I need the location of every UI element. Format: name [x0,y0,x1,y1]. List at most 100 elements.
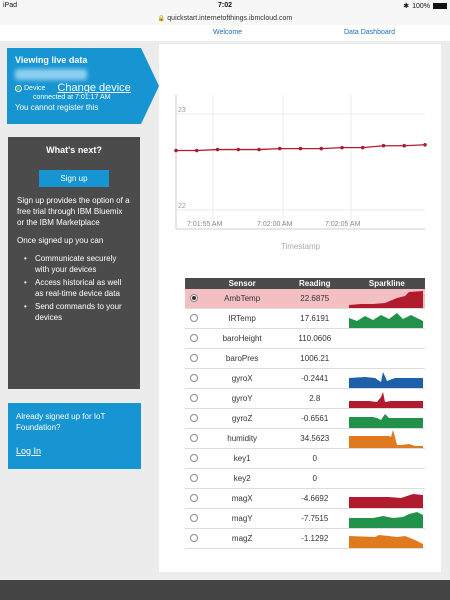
clock: 7:02 [217,2,232,9]
table-row[interactable]: magY -7.7515 [185,508,425,529]
sensor-reading: -1.1292 [280,528,349,549]
y-tick-label: 22 [178,203,186,210]
row-select-cell [185,368,204,389]
live-panel-arrow [141,48,159,124]
nav-welcome-link[interactable]: Welcome [213,29,243,36]
sensor-name: magZ [203,528,281,549]
no-register-text: You cannot register this [15,103,99,112]
sensor-reading: 17.6191 [280,308,349,329]
list-item: Access historical as well as real-time d… [17,277,131,299]
row-radio[interactable] [190,373,199,382]
table-row[interactable]: key1 0 [185,448,425,469]
row-select-cell [185,528,204,549]
sparkline-area [348,535,423,548]
data-point [319,146,324,151]
row-select-cell [185,448,204,469]
sparkline-area [348,291,423,308]
status-bar: iPad 7:02 ✱ 100% [0,0,450,13]
already-signed-up-panel: Already signed up for IoT Foundation? Lo… [8,403,141,469]
sensor-name: key2 [203,468,281,489]
row-radio[interactable] [190,353,199,362]
bluetooth-icon: ✱ [403,3,410,10]
sparkline [348,512,423,528]
sensor-name: magY [203,508,281,529]
data-point [360,145,365,150]
row-radio[interactable] [190,333,199,342]
sparkline-cell [348,528,425,549]
table-row[interactable]: humidity 34.5623 [185,428,425,449]
sensor-name: gyroX [203,368,281,389]
sparkline-cell [348,388,425,409]
sparkline-area [348,392,423,408]
benefits-list: Communicate securely with your devices A… [17,253,131,323]
row-radio[interactable] [190,473,199,482]
table-row[interactable]: baroHeight 110.0606 [185,328,425,349]
row-select-cell [185,289,204,309]
data-point [277,146,282,151]
connected-time: connected at 7:01:17 AM [33,94,111,101]
table-row[interactable]: baroPres 1006.21 [185,348,425,369]
change-device-link[interactable]: Change device [57,82,131,94]
sign-up-button[interactable]: Sign up [39,170,109,187]
main-panel: 23 22 7:01:55 AM 7:02:00 AM 7:02:05 AM Timest… [159,44,441,572]
table-row[interactable]: key2 0 [185,468,425,489]
sparkline-cell [348,328,425,349]
x-tick-label: 7:02:05 AM [325,221,361,228]
data-point [298,146,303,151]
device-label-text: Device [24,84,46,92]
row-radio[interactable] [190,453,199,462]
sensor-name: baroPres [203,348,281,369]
x-tick-label: 7:02:00 AM [257,221,293,228]
table-row[interactable]: gyroZ -0.6561 [185,408,425,429]
row-select-cell [185,328,204,349]
live-data-panel: Viewing live data Device Change device c… [7,48,141,124]
table-row[interactable]: magZ -1.1292 [185,528,425,549]
header-select [185,278,204,289]
device-id-redacted [15,69,87,80]
table-row[interactable]: gyroX -0.2441 [185,368,425,389]
row-select-cell [185,388,204,409]
log-in-link[interactable]: Log In [16,446,42,456]
sparkline-cell [348,468,425,489]
sparkline [348,313,423,328]
sensor-reading: 110.0606 [280,328,349,349]
table-row[interactable]: magX -4.6692 [185,488,425,509]
data-point [174,148,178,153]
sensor-reading: 22.6875 [280,289,349,309]
sparkline-cell [348,508,425,529]
sparkline [349,329,423,348]
x-tick-label: 7:01:55 AM [187,221,223,228]
row-radio[interactable] [190,393,199,402]
sparkline [348,392,423,408]
table-body: AmbTemp 22.6875 IRTemp 17.6191 baroHeight 110… [185,289,425,549]
row-radio[interactable] [190,433,199,442]
sensor-name: IRTemp [203,308,281,329]
row-radio[interactable] [190,293,199,302]
row-radio[interactable] [190,313,199,322]
sparkline-area [348,313,423,328]
sensor-reading: 34.5623 [280,428,349,449]
data-point [423,142,427,147]
sensor-name: humidity [203,428,281,449]
sparkline [349,469,423,488]
row-radio[interactable] [190,533,199,542]
data-point [236,147,241,152]
sensor-reading: -0.2441 [280,368,349,389]
row-radio[interactable] [190,513,199,522]
row-radio[interactable] [190,413,199,422]
sparkline-cell [348,289,425,309]
address-bar[interactable]: 🔒 quickstart.internetofthings.ibmcloud.co… [0,13,450,25]
row-radio[interactable] [190,493,199,502]
data-point [257,147,261,152]
sensor-name: baroHeight [203,328,281,349]
table-row[interactable]: IRTemp 17.6191 [185,308,425,329]
table-row[interactable]: AmbTemp 22.6875 [185,289,425,309]
battery-icon [433,3,447,9]
nav-dashboard-link[interactable]: Data Dashboard [344,29,395,36]
device-status-icon [15,84,22,92]
sparkline-cell [348,348,425,369]
url-text: quickstart.internetofthings.ibmcloud.com [167,15,293,22]
data-point [402,143,407,148]
row-select-cell [185,468,204,489]
table-row[interactable]: gyroY 2.8 [185,388,425,409]
